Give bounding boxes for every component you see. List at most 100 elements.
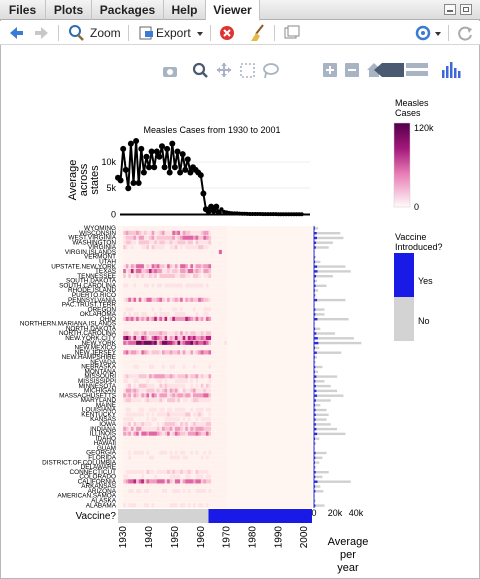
heatmap-cell: [182, 469, 186, 474]
heatmap-cell: [154, 235, 158, 240]
export-icon[interactable]: [138, 21, 154, 45]
tab-viewer[interactable]: Viewer: [206, 0, 260, 21]
heatmap-cell: [174, 316, 178, 321]
heatmap-cell: [177, 359, 181, 364]
heatmap-cell: [182, 450, 186, 455]
heatmap-cell: [200, 412, 204, 417]
heatmap-cell: [177, 226, 181, 231]
heatmap-cell: [218, 316, 222, 321]
heatmap-cell: [156, 493, 160, 498]
heatmap-cell: [205, 417, 209, 422]
zoom-out-icon[interactable]: [345, 63, 359, 77]
publish-icon[interactable]: [414, 21, 432, 45]
heatmap-cell: [159, 345, 163, 350]
heatmap-cell: [130, 398, 134, 403]
heatmap-cell: [138, 469, 142, 474]
heatmap-cell: [180, 374, 183, 379]
heatmap-cell: [218, 450, 222, 455]
heatmap-cell: [198, 307, 202, 312]
lasso-icon[interactable]: [263, 63, 279, 79]
heatmap-cell: [221, 455, 225, 460]
spike-lines-icon[interactable]: [374, 63, 404, 77]
heatmap-cell: [136, 278, 139, 283]
heatmap-cell: [125, 350, 129, 355]
heatmap-cell: [164, 350, 168, 355]
heatmap-cell: [167, 226, 170, 231]
state-label: MASSACHUSETTS: [59, 392, 116, 399]
maximize-pane-button[interactable]: [460, 4, 472, 15]
export-button[interactable]: Export: [156, 26, 191, 40]
heatmap-cell: [213, 431, 217, 436]
heatmap-cell: [216, 226, 220, 231]
heatmap-cell: [190, 278, 194, 283]
heatmap-cell: [159, 302, 163, 307]
heatmap-cell: [182, 321, 186, 326]
heatmap-cell: [156, 398, 160, 403]
heatmap-cell: [187, 288, 191, 293]
heatmap-cell: [221, 321, 225, 326]
heatmap-cell: [125, 426, 129, 431]
heatmap-cell: [149, 254, 152, 259]
heatmap-cell: [177, 431, 181, 436]
camera-icon[interactable]: [163, 67, 177, 77]
heatmap-cell: [190, 412, 194, 417]
heatmap-cell: [198, 364, 202, 369]
heatmap-cell: [218, 307, 222, 312]
heatmap-cell: [200, 369, 204, 374]
heatmap-cell: [182, 230, 186, 235]
zoom-magnifier-icon[interactable]: [192, 62, 208, 78]
heatmap-cell: [200, 450, 204, 455]
heatmap-cell: [221, 235, 225, 240]
broom-icon[interactable]: [248, 21, 266, 45]
heatmap-cell: [159, 455, 163, 460]
state-label: FLORIDA: [88, 455, 116, 462]
heatmap-cell: [164, 312, 168, 317]
heatmap-cell: [159, 355, 163, 360]
heatmap-cell: [216, 412, 220, 417]
heatmap-cell: [169, 417, 173, 422]
heatmap-cell: [180, 316, 183, 321]
tab-files[interactable]: Files: [0, 0, 46, 20]
refresh-icon[interactable]: [456, 21, 474, 45]
box-select-icon[interactable]: [240, 63, 255, 78]
heatmap-cell: [224, 378, 227, 384]
heatmap-cell: [198, 235, 202, 240]
zoom-in-icon[interactable]: [323, 63, 337, 77]
tab-plots[interactable]: Plots: [46, 0, 92, 20]
heatmap-cell: [133, 359, 137, 364]
heatmap-cell: [136, 388, 139, 393]
heatmap-cell: [128, 469, 132, 474]
compare-hover-icon[interactable]: [406, 63, 428, 76]
heatmap-cell: [133, 479, 137, 484]
pan-icon[interactable]: [217, 63, 231, 77]
back-arrow-icon[interactable]: [8, 21, 24, 45]
forward-arrow-icon[interactable]: [34, 21, 50, 45]
heatmap-cell: [198, 359, 202, 364]
heatmap-cell: [154, 302, 158, 307]
heatmap-cell: [221, 422, 225, 427]
heatmap-cell: [172, 503, 176, 508]
heatmap-cell: [125, 388, 129, 393]
heatmap-cell: [154, 326, 158, 331]
plotly-logo-icon[interactable]: [442, 62, 461, 78]
heatmap-cell: [213, 259, 217, 264]
zoom-button[interactable]: Zoom: [90, 26, 121, 40]
heatmap-cell: [164, 431, 168, 436]
heatmap-cell: [208, 288, 212, 293]
heatmap-cell: [203, 445, 207, 451]
clear-viewer-icon[interactable]: [218, 21, 236, 45]
heatmap-cell: [138, 335, 142, 341]
tab-packages[interactable]: Packages: [92, 0, 164, 20]
publish-chevron-down-icon[interactable]: [434, 21, 442, 45]
tab-help[interactable]: Help: [164, 0, 206, 20]
heatmap-cell: [146, 369, 150, 374]
open-in-window-icon[interactable]: [282, 21, 300, 45]
heatmap-cell: [167, 254, 170, 259]
zoom-icon[interactable]: [68, 21, 84, 45]
average-cases-point: [161, 164, 168, 171]
heatmap-cell: [177, 383, 181, 388]
chevron-down-icon[interactable]: [196, 21, 204, 45]
heatmap-cell: [164, 503, 168, 508]
minimize-pane-button[interactable]: [444, 4, 456, 15]
heatmap-cell: [224, 350, 227, 355]
